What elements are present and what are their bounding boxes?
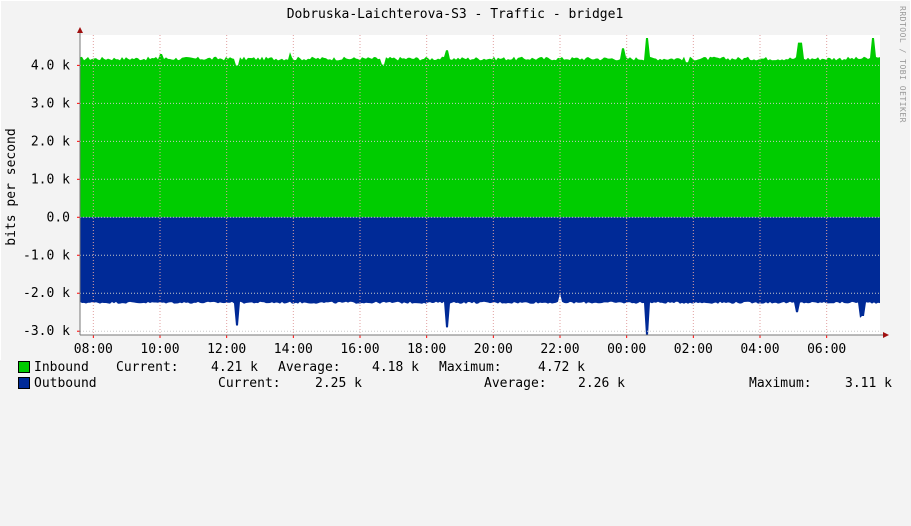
x-tick-label: 22:00 bbox=[540, 342, 579, 357]
inbound-average-value: 4.18 k bbox=[372, 360, 419, 375]
x-tick-label: 00:00 bbox=[607, 342, 646, 357]
inbound-average-label: Average: bbox=[278, 360, 341, 375]
traffic-graph: Dobruska-Laichterova-S3 - Traffic - brid… bbox=[0, 0, 911, 392]
y-tick-label: 1.0 k bbox=[31, 172, 70, 187]
x-tick-label: 08:00 bbox=[74, 342, 113, 357]
x-tick-label: 16:00 bbox=[340, 342, 379, 357]
series-area-inbound bbox=[80, 38, 880, 218]
x-tick-label: 02:00 bbox=[674, 342, 713, 357]
y-axis-arrow bbox=[77, 27, 83, 33]
outbound-swatch bbox=[18, 377, 30, 389]
x-tick-label: 20:00 bbox=[474, 342, 513, 357]
chart-title: Dobruska-Laichterova-S3 - Traffic - brid… bbox=[287, 7, 624, 22]
rrdtool-credit: RRDTOOL / TOBI OETIKER bbox=[898, 6, 907, 123]
x-axis-arrow bbox=[883, 332, 889, 338]
outbound-maximum-label: Maximum: bbox=[749, 376, 812, 391]
y-tick-label: 0.0 bbox=[47, 210, 70, 225]
inbound-swatch bbox=[18, 361, 30, 373]
y-tick-label: 4.0 k bbox=[31, 58, 70, 73]
inbound-current-label: Current: bbox=[116, 360, 179, 375]
inbound-maximum-value: 4.72 k bbox=[538, 360, 585, 375]
plot-area: 4.0 k 3.0 k 2.0 k 1.0 k 0.0 -1.0 k -2.0 k -3.0 … bbox=[0, 0, 911, 360]
y-tick-label: -1.0 k bbox=[23, 248, 70, 263]
legend-row-outbound: Outbound Current: 2.25 k Average: 2.26 k… bbox=[18, 376, 898, 392]
legend-row-inbound: Inbound Current: 4.21 k Average: 4.18 k … bbox=[18, 360, 898, 376]
x-tick-label: 18:00 bbox=[407, 342, 446, 357]
outbound-legend-label: Outbound bbox=[34, 376, 97, 391]
y-tick-label: -3.0 k bbox=[23, 324, 70, 339]
inbound-legend-label: Inbound bbox=[34, 360, 89, 375]
y-tick-label: -2.0 k bbox=[23, 286, 70, 301]
outbound-current-value: 2.25 k bbox=[315, 376, 362, 391]
x-tick-label: 12:00 bbox=[207, 342, 246, 357]
inbound-maximum-label: Maximum: bbox=[439, 360, 502, 375]
outbound-average-label: Average: bbox=[484, 376, 547, 391]
outbound-average-value: 2.26 k bbox=[578, 376, 625, 391]
x-tick-label: 06:00 bbox=[807, 342, 846, 357]
outbound-maximum-value: 3.11 k bbox=[845, 376, 892, 391]
x-tick-label: 04:00 bbox=[740, 342, 779, 357]
x-tick-label: 14:00 bbox=[274, 342, 313, 357]
series-area-outbound bbox=[80, 217, 880, 336]
x-tick-label: 10:00 bbox=[140, 342, 179, 357]
y-axis-label: bits per second bbox=[4, 128, 19, 245]
outbound-current-label: Current: bbox=[218, 376, 281, 391]
y-tick-label: 3.0 k bbox=[31, 96, 70, 111]
traffic-chart-svg: Dobruska-Laichterova-S3 - Traffic - brid… bbox=[0, 0, 911, 360]
y-tick-label: 2.0 k bbox=[31, 134, 70, 149]
inbound-current-value: 4.21 k bbox=[211, 360, 258, 375]
